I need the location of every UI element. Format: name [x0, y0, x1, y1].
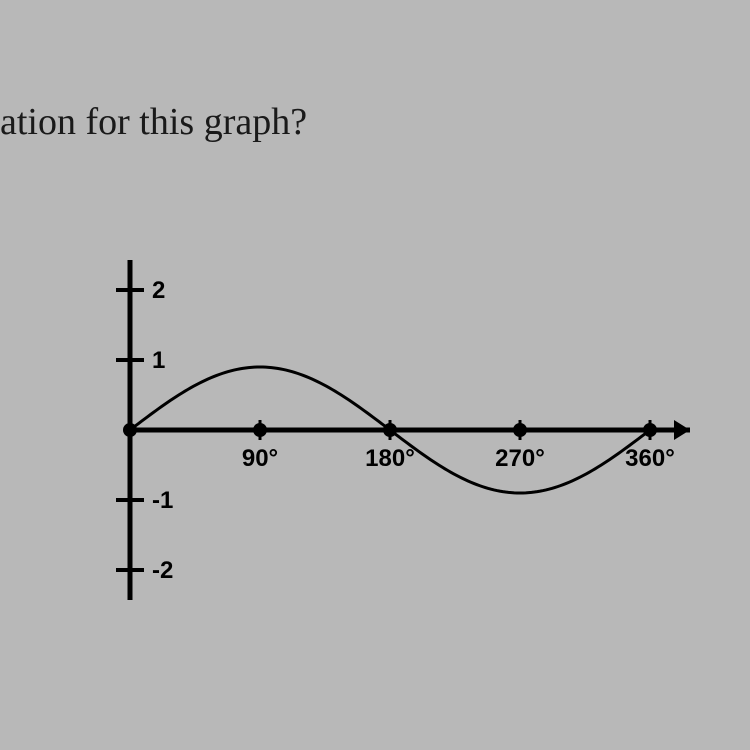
svg-text:90°: 90°	[242, 445, 278, 472]
svg-text:-1: -1	[152, 487, 173, 514]
svg-text:2: 2	[152, 277, 165, 304]
sine-chart: 2 1 -1 -2 90° 180° 270° 360°	[90, 200, 690, 680]
svg-text:270°: 270°	[495, 445, 545, 472]
svg-text:360°: 360°	[625, 445, 675, 472]
svg-text:1: 1	[152, 347, 165, 374]
svg-text:-2: -2	[152, 557, 173, 584]
question-text: ation for this graph?	[0, 100, 307, 144]
page: ation for this graph? 2 1 -1 -2 90° 180° 270° 3…	[0, 0, 750, 750]
svg-text:180°: 180°	[365, 445, 415, 472]
